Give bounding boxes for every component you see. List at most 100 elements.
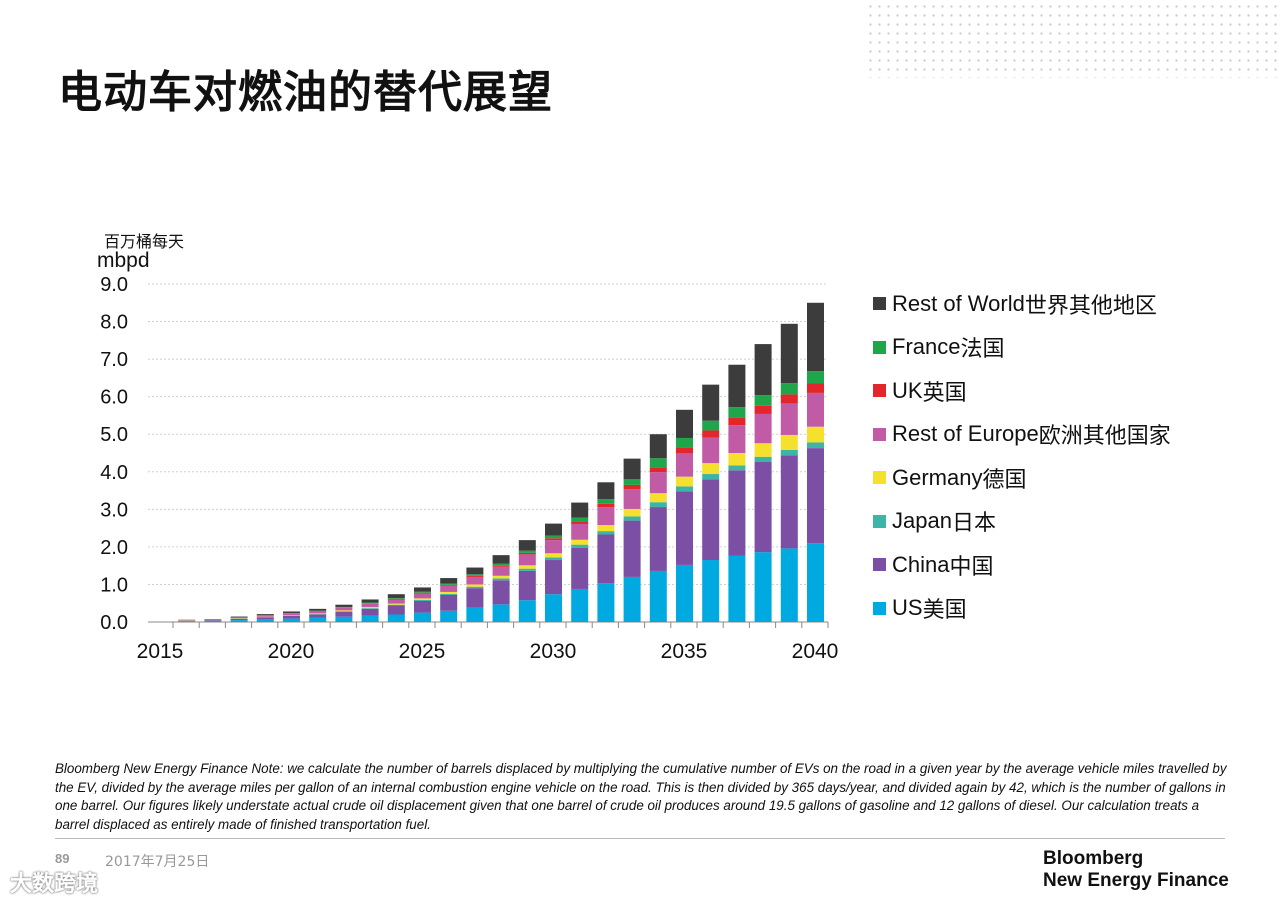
- bar-segment-china-2031: [571, 547, 589, 589]
- bar-segment-rest-of-europe-2037: [728, 425, 746, 453]
- bar-segment-germany-2027: [466, 584, 484, 587]
- legend-swatch: [873, 558, 886, 572]
- bar-segment-japan-2025: [414, 599, 431, 601]
- logo-line-1: Bloomberg: [1043, 848, 1144, 869]
- bar-segment-rest-of-europe-2018: [230, 617, 248, 619]
- bar-segment-rest-of-world-2019: [256, 614, 274, 616]
- bar-segment-rest-of-europe-2021: [309, 611, 327, 614]
- x-tick-label: 2040: [792, 640, 839, 663]
- bar-segment-china-2023: [361, 608, 379, 616]
- legend-label: Japan: [892, 508, 952, 534]
- bar-segment-france-2030: [545, 535, 562, 539]
- legend-label: China: [892, 551, 950, 577]
- bar-segment-us-2029: [518, 600, 536, 622]
- bar-segment-china-2030: [545, 560, 562, 595]
- legend-swatch: [873, 384, 886, 398]
- bar-segment-france-2024: [387, 597, 405, 599]
- legend-label-cn: 世界其他地区: [1024, 293, 1157, 319]
- legend-item: Rest of World 世界其他地区: [873, 282, 1171, 326]
- bar-segment-france-2036: [702, 420, 720, 431]
- legend-label: Germany: [892, 464, 983, 490]
- bar-segment-rest-of-world-2031: [571, 502, 589, 518]
- y-axis-unit: mbpd: [97, 249, 150, 272]
- bar-segment-germany-2033: [623, 508, 641, 517]
- bar-segment-rest-of-world-2035: [676, 409, 693, 438]
- bar-segment-rest-of-europe-2029: [518, 554, 536, 566]
- legend-label-cn: 法国: [960, 337, 1005, 363]
- bar-segment-rest-of-world-2023: [361, 599, 379, 603]
- bar-segment-germany-2036: [702, 463, 720, 475]
- bar-segment-uk-2039: [780, 394, 798, 404]
- bar-segment-uk-2025: [414, 592, 431, 594]
- bar-segment-germany-2039: [780, 434, 798, 450]
- bar-segment-us-2034: [649, 570, 667, 622]
- bar-segment-rest-of-europe-2032: [597, 507, 615, 526]
- legend-label-cn: 德国: [982, 467, 1027, 493]
- x-tick-label: 2015: [137, 640, 184, 663]
- bar-segment-china-2022: [335, 611, 353, 617]
- bar-segment-rest-of-europe-2030: [545, 540, 562, 554]
- bar-segment-germany-2024: [387, 603, 405, 605]
- y-axis-unit-cn: 百万桶每天: [104, 232, 185, 251]
- bar-segment-rest-of-world-2028: [492, 555, 510, 564]
- bar-segment-france-2037: [728, 407, 746, 418]
- legend-label: Rest of World: [892, 290, 1025, 316]
- y-tick-label: 8.0: [100, 312, 128, 334]
- y-tick-label: 1.0: [100, 574, 128, 596]
- bar-segment-germany-2037: [728, 453, 746, 466]
- legend-label-cn: 英国: [922, 380, 967, 406]
- bar-segment-japan-2033: [623, 516, 641, 521]
- bar-segment-us-2032: [597, 583, 615, 622]
- bar-segment-uk-2038: [754, 405, 772, 414]
- bar-segment-china-2038: [754, 462, 772, 553]
- bar-segment-rest-of-world-2029: [518, 540, 536, 551]
- bar-segment-us-2017: [204, 620, 222, 622]
- bar-segment-japan-2031: [571, 544, 589, 548]
- bar-segment-rest-of-world-2027: [466, 567, 484, 575]
- bar-segment-china-2039: [780, 455, 798, 549]
- bar-segment-china-2018: [230, 618, 248, 621]
- bar-segment-japan-2039: [780, 449, 798, 456]
- legend-label-cn: 欧洲其他国家: [1038, 424, 1171, 450]
- bar-segment-us-2024: [387, 614, 405, 622]
- bar-segment-china-2035: [676, 491, 693, 565]
- bar-segment-uk-2033: [623, 484, 641, 490]
- bar-segment-rest-of-europe-2031: [571, 523, 589, 540]
- bar-segment-germany-2021: [309, 613, 327, 615]
- bar-segment-china-2029: [518, 570, 536, 601]
- legend-swatch: [873, 514, 886, 528]
- bar-segment-japan-2030: [545, 557, 562, 561]
- bar-segment-france-2040: [807, 371, 824, 384]
- bar-segment-uk-2034: [649, 467, 667, 473]
- bar-segment-rest-of-world-2024: [387, 594, 405, 598]
- bar-segment-france-2027: [466, 574, 484, 576]
- legend-swatch: [873, 427, 886, 441]
- legend-label: US: [892, 595, 923, 621]
- bar-segment-china-2028: [492, 580, 510, 605]
- legend-label: UK: [892, 377, 923, 403]
- bar-segment-china-2021: [309, 614, 327, 618]
- bar-segment-uk-2036: [702, 430, 720, 438]
- bar-segment-us-2016: [178, 621, 196, 622]
- bar-segment-rest-of-world-2020: [283, 611, 300, 613]
- bar-segment-uk-2031: [571, 521, 589, 524]
- y-tick-label: 2.0: [100, 537, 128, 559]
- bar-segment-france-2025: [414, 591, 431, 593]
- bar-segment-uk-2026: [440, 584, 458, 586]
- bar-segment-rest-of-europe-2035: [676, 453, 693, 477]
- bar-segment-rest-of-world-2021: [309, 608, 327, 611]
- bar-segment-rest-of-europe-2036: [702, 437, 720, 464]
- legend-item: Rest of Europe 欧洲其他国家: [873, 413, 1171, 457]
- legend-swatch: [873, 471, 886, 485]
- watermark: 大数跨境: [10, 872, 99, 897]
- bar-segment-us-2033: [623, 576, 641, 622]
- legend-label: Rest of Europe: [892, 421, 1039, 447]
- bar-segment-rest-of-world-2037: [728, 364, 746, 408]
- y-tick-label: 5.0: [100, 424, 128, 446]
- bar-segment-japan-2029: [518, 568, 536, 571]
- logo-line-2: New Energy Finance: [1043, 870, 1229, 891]
- bar-segment-rest-of-world-2036: [702, 384, 720, 421]
- bar-segment-germany-2030: [545, 553, 562, 558]
- bar-segment-rest-of-world-2018: [230, 616, 248, 618]
